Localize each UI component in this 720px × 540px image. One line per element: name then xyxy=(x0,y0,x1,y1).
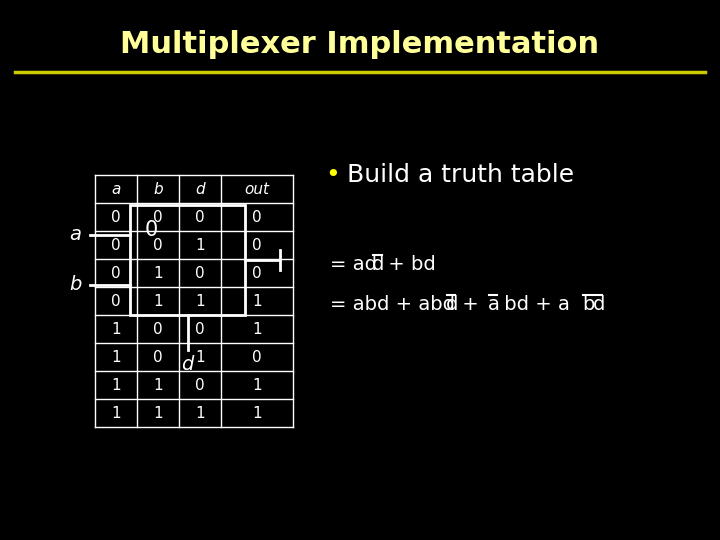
Text: 0: 0 xyxy=(153,210,163,225)
Text: out: out xyxy=(245,181,269,197)
Text: 0: 0 xyxy=(111,294,121,308)
Text: d: d xyxy=(181,355,194,375)
Text: 0: 0 xyxy=(145,220,158,240)
Text: d: d xyxy=(195,181,204,197)
Text: 1: 1 xyxy=(252,406,262,421)
Text: b: b xyxy=(69,275,81,294)
Text: a: a xyxy=(487,295,500,314)
Text: +: + xyxy=(456,295,485,314)
Text: 0: 0 xyxy=(252,266,262,280)
Text: 0: 0 xyxy=(252,238,262,253)
Text: d: d xyxy=(446,295,458,314)
Text: 1: 1 xyxy=(195,294,204,308)
Text: bd + a: bd + a xyxy=(498,295,576,314)
Text: 1: 1 xyxy=(111,349,121,364)
Text: 1: 1 xyxy=(111,321,121,336)
Text: 1: 1 xyxy=(111,406,121,421)
Text: 1: 1 xyxy=(252,377,262,393)
Text: 0: 0 xyxy=(252,210,262,225)
Text: d: d xyxy=(593,295,605,314)
Text: •: • xyxy=(325,163,340,187)
Text: Build a truth table: Build a truth table xyxy=(347,163,574,187)
Text: 1: 1 xyxy=(153,294,163,308)
Text: a: a xyxy=(69,226,81,245)
Text: 1: 1 xyxy=(153,266,163,280)
Text: a: a xyxy=(112,181,121,197)
Text: 0: 0 xyxy=(252,349,262,364)
Text: 1: 1 xyxy=(252,321,262,336)
Text: 0: 0 xyxy=(153,349,163,364)
Text: 1: 1 xyxy=(153,377,163,393)
Text: 0: 0 xyxy=(153,321,163,336)
Text: 1: 1 xyxy=(111,377,121,393)
Text: 0: 0 xyxy=(195,210,204,225)
Text: 0: 0 xyxy=(195,266,204,280)
Text: Multiplexer Implementation: Multiplexer Implementation xyxy=(120,30,600,59)
Text: b: b xyxy=(582,295,595,314)
Text: 1: 1 xyxy=(195,406,204,421)
Bar xyxy=(130,205,245,315)
Text: + bd: + bd xyxy=(382,255,436,274)
Text: = abd + abd: = abd + abd xyxy=(330,295,455,314)
Text: 0: 0 xyxy=(195,321,204,336)
Text: 1: 1 xyxy=(195,238,204,253)
Text: 0: 0 xyxy=(195,377,204,393)
Text: 0: 0 xyxy=(111,266,121,280)
Text: b: b xyxy=(153,181,163,197)
Text: 0: 0 xyxy=(111,238,121,253)
Text: 0: 0 xyxy=(153,238,163,253)
Text: 1: 1 xyxy=(195,349,204,364)
Text: d: d xyxy=(372,255,384,274)
Text: = ad: = ad xyxy=(330,255,377,274)
Text: 0: 0 xyxy=(111,210,121,225)
Text: 1: 1 xyxy=(252,294,262,308)
Text: 1: 1 xyxy=(153,406,163,421)
